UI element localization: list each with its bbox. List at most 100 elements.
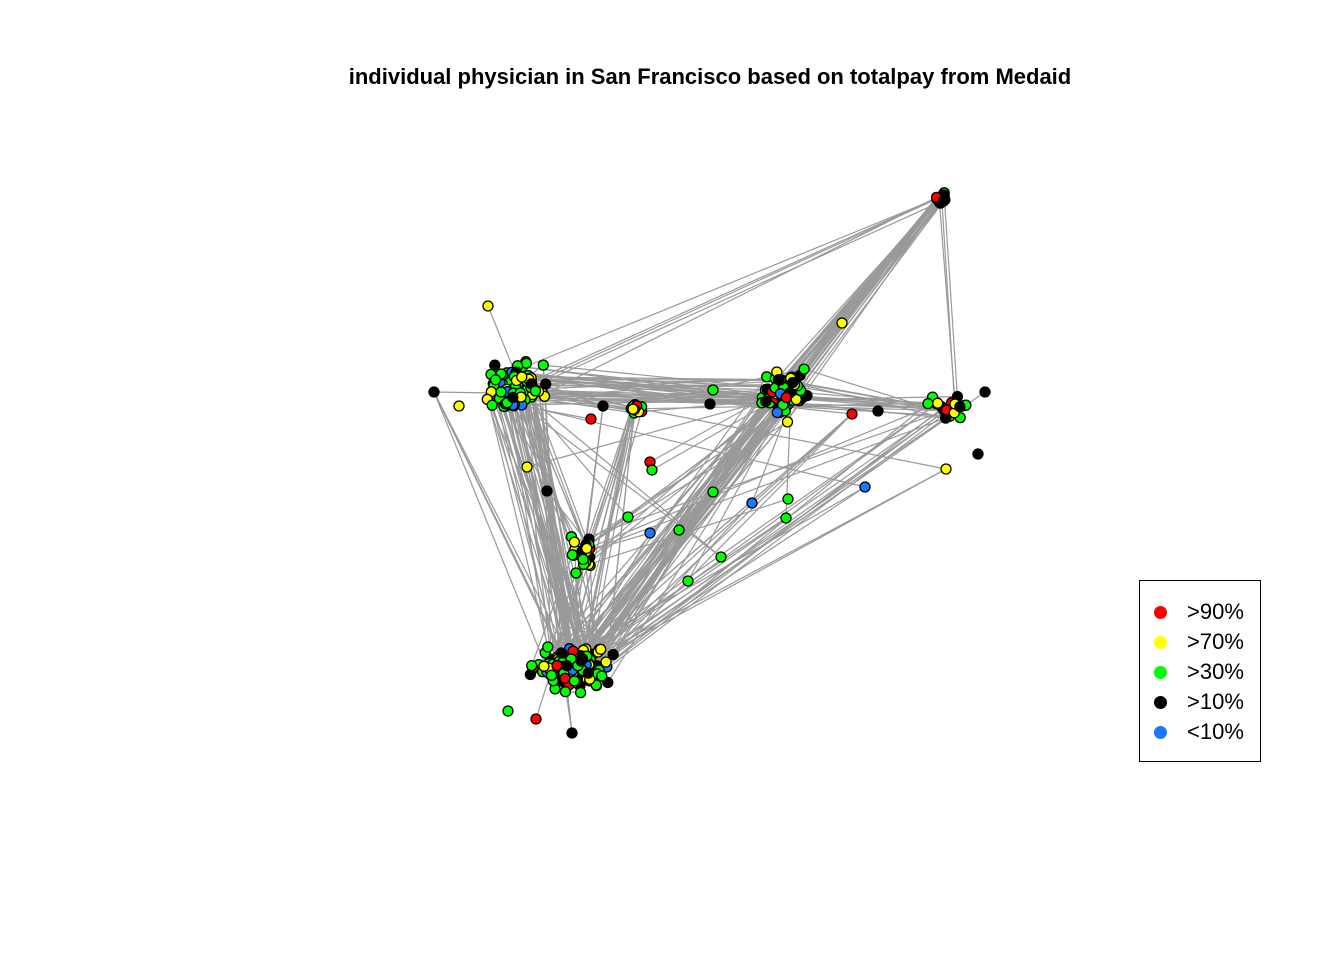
network-node: [760, 395, 772, 408]
network-edge: [537, 391, 577, 678]
network-edge: [433, 391, 576, 668]
network-edge: [771, 198, 939, 393]
network-edge: [546, 486, 866, 670]
network-node: [859, 481, 871, 493]
node-layer: [428, 187, 991, 739]
network-node: [872, 405, 884, 417]
network-edge: [490, 391, 584, 660]
network-edge: [581, 392, 791, 552]
network-node: [646, 464, 658, 476]
network-edge: [433, 391, 548, 669]
network-node: [707, 384, 719, 396]
legend-label: >30%: [1187, 659, 1244, 684]
edge-layer: [433, 192, 986, 734]
network-node: [922, 397, 934, 410]
legend-label: <10%: [1187, 719, 1244, 744]
network-edge: [530, 387, 598, 674]
network-edge: [553, 408, 944, 681]
network-node: [596, 670, 608, 682]
network-edge: [600, 405, 956, 674]
network-node: [772, 373, 785, 386]
network-node: [526, 659, 538, 672]
legend-item-gt70: >70%: [1154, 627, 1244, 657]
legend-marker-black: [1154, 695, 1167, 709]
network-edge: [530, 201, 940, 389]
network-edge: [503, 374, 553, 676]
legend: >90% >70% >30% >10% <10%: [1139, 580, 1261, 762]
network-node: [781, 416, 794, 428]
network-edge: [521, 376, 779, 381]
network-node: [537, 359, 549, 371]
network-edge: [596, 491, 714, 667]
network-node: [507, 391, 519, 404]
network-edge: [516, 194, 944, 389]
network-edge: [787, 194, 945, 405]
network-node: [542, 641, 554, 653]
network-edge: [943, 195, 959, 397]
network-edge: [520, 376, 575, 556]
network-edge: [522, 366, 803, 399]
network-edge: [510, 196, 942, 395]
network-node: [787, 376, 799, 389]
network-edge: [561, 517, 787, 668]
network-node: [561, 660, 573, 672]
network-node: [559, 672, 571, 685]
network-node: [836, 317, 848, 329]
network-node: [482, 300, 494, 312]
network-node: [937, 195, 950, 207]
network-node: [771, 406, 783, 419]
legend-marker-blue: [1154, 725, 1167, 739]
network-node: [568, 536, 581, 548]
network-edge: [585, 413, 853, 668]
network-edge: [596, 502, 753, 669]
network-node: [575, 655, 587, 667]
network-edge: [548, 564, 590, 669]
network-edge: [499, 381, 955, 405]
network-edge: [554, 401, 767, 683]
network-edge: [541, 392, 553, 676]
network-edge: [546, 490, 590, 545]
network-node: [574, 686, 587, 699]
network-node: [529, 385, 542, 397]
network-node: [489, 374, 502, 386]
legend-label: >10%: [1187, 689, 1244, 714]
network-node: [798, 363, 810, 375]
network-node: [673, 524, 685, 536]
network-node: [627, 403, 639, 415]
network-node: [566, 549, 578, 561]
network-edge: [589, 396, 958, 680]
network-node: [622, 511, 634, 523]
network-node: [585, 413, 597, 425]
network-node: [555, 647, 568, 659]
legend-item-gt30: >30%: [1154, 657, 1244, 687]
network-edge: [509, 381, 722, 558]
network-node: [597, 400, 609, 412]
network-node: [559, 686, 572, 698]
legend-marker-yellow: [1154, 635, 1167, 649]
network-node: [607, 648, 619, 661]
network-edge: [649, 200, 944, 534]
legend-marker-red: [1154, 605, 1167, 619]
network-edge: [585, 407, 633, 667]
network-node: [566, 727, 578, 739]
network-node: [540, 378, 552, 390]
network-node: [780, 512, 792, 524]
network-node: [453, 400, 465, 412]
legend-item-lt10: <10%: [1154, 717, 1244, 747]
network-edge: [575, 486, 866, 679]
network-edge: [433, 391, 568, 668]
network-node: [979, 386, 991, 398]
network-node: [715, 551, 727, 563]
network-edge: [527, 375, 590, 662]
network-node: [707, 486, 719, 498]
network-edge: [789, 194, 945, 397]
network-node: [940, 463, 952, 475]
network-node: [486, 399, 498, 411]
network-edge: [780, 198, 938, 381]
network-edge: [493, 385, 575, 682]
network-edge: [491, 405, 566, 684]
network-edge: [582, 405, 604, 560]
network-node: [545, 669, 558, 681]
